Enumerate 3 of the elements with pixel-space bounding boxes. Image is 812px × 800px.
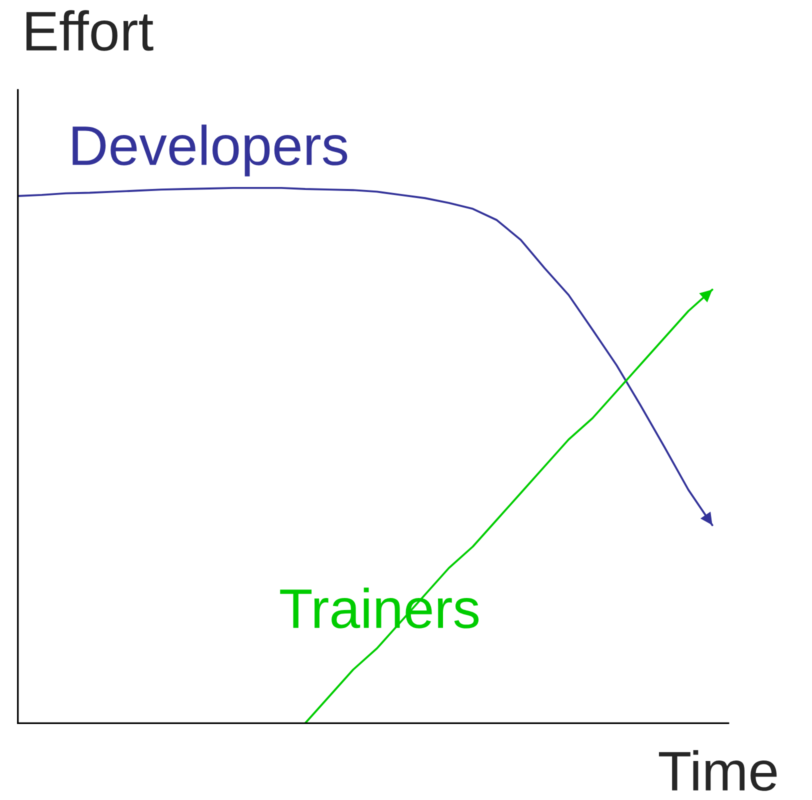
series-label: Developers — [72, 124, 348, 176]
y-axis-title: Effort — [26, 10, 154, 51]
x-axis-title: Time — [658, 750, 777, 791]
